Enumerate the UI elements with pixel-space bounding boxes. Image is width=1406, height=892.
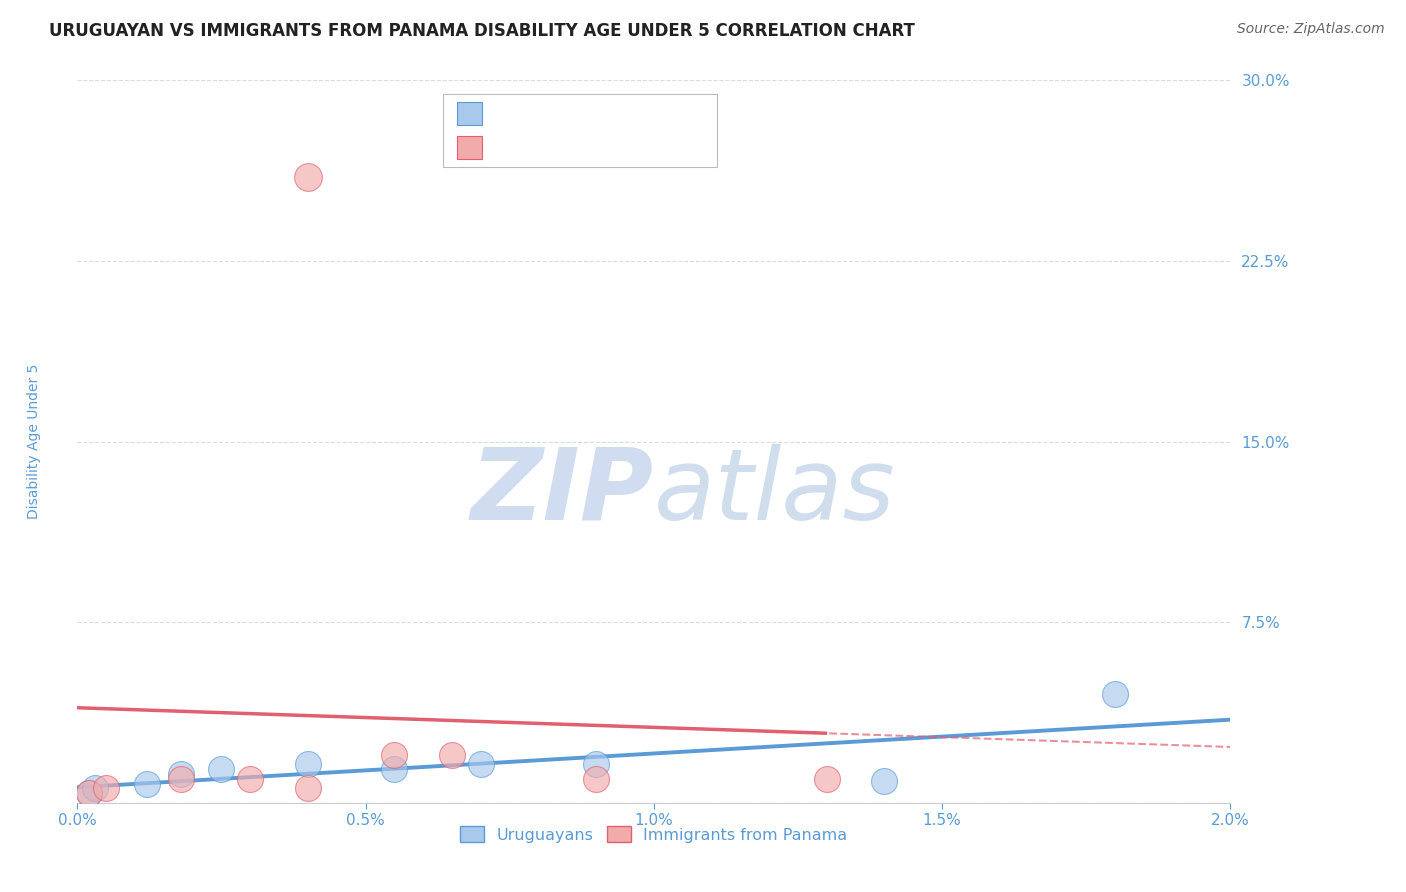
Point bbox=[170, 767, 193, 781]
Text: ZIP: ZIP bbox=[471, 443, 654, 541]
Point bbox=[135, 776, 157, 790]
Point bbox=[297, 169, 319, 184]
Text: R = 0.354   N = 11: R = 0.354 N = 11 bbox=[494, 104, 664, 122]
Point bbox=[170, 772, 193, 786]
Point bbox=[815, 772, 838, 786]
Point bbox=[585, 772, 607, 786]
Point bbox=[585, 757, 607, 772]
Point bbox=[382, 747, 406, 762]
Point bbox=[83, 781, 105, 796]
Point bbox=[470, 757, 492, 772]
Point bbox=[297, 781, 319, 796]
Point bbox=[96, 781, 117, 796]
Text: URUGUAYAN VS IMMIGRANTS FROM PANAMA DISABILITY AGE UNDER 5 CORRELATION CHART: URUGUAYAN VS IMMIGRANTS FROM PANAMA DISA… bbox=[49, 22, 915, 40]
Text: atlas: atlas bbox=[654, 443, 896, 541]
Text: Source: ZipAtlas.com: Source: ZipAtlas.com bbox=[1237, 22, 1385, 37]
Legend: Uruguayans, Immigrants from Panama: Uruguayans, Immigrants from Panama bbox=[454, 820, 853, 849]
Point bbox=[77, 786, 100, 800]
Point bbox=[297, 757, 319, 772]
Point bbox=[382, 762, 406, 776]
Point bbox=[873, 774, 896, 789]
Text: R = 0.290   N = 10: R = 0.290 N = 10 bbox=[494, 138, 664, 156]
Point bbox=[239, 772, 262, 786]
Text: Disability Age Under 5: Disability Age Under 5 bbox=[27, 364, 41, 519]
Point bbox=[211, 762, 233, 776]
Point bbox=[1104, 687, 1126, 701]
Point bbox=[440, 747, 463, 762]
Point bbox=[77, 786, 100, 800]
